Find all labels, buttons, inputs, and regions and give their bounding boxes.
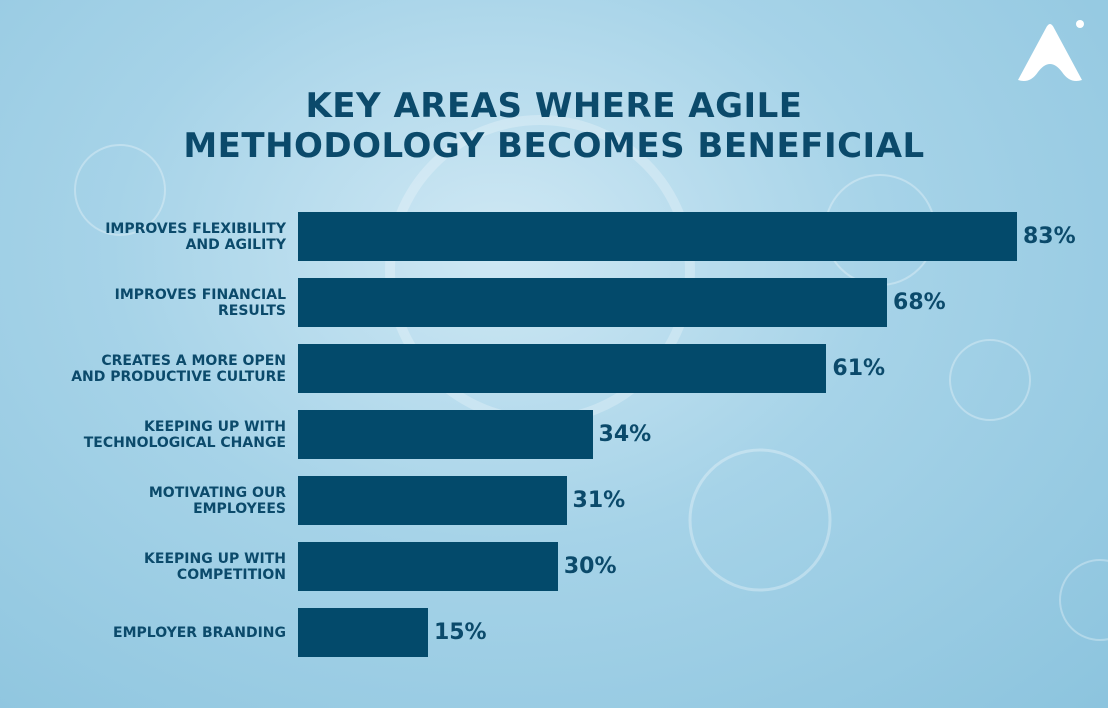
- data-label: 68%: [893, 290, 946, 315]
- category-label: MOTIVATING OUR EMPLOYEES: [148, 484, 286, 517]
- data-label: 34%: [598, 422, 652, 447]
- bar: [298, 542, 558, 591]
- bar: [298, 608, 428, 657]
- category-label: IMPROVES FLEXIBILITY AND AGILITY: [105, 220, 286, 253]
- data-label: 30%: [563, 554, 617, 579]
- bar: [298, 212, 1017, 261]
- data-label: 83%: [1023, 224, 1076, 249]
- bar: [298, 410, 593, 459]
- chart-title: KEY AREAS WHERE AGILE METHODOLOGY BECOME…: [183, 86, 925, 166]
- data-label: 31%: [572, 488, 626, 513]
- bar: [298, 344, 827, 393]
- category-label: KEEPING UP WITH TECHNOLOGICAL CHANGE: [83, 418, 286, 451]
- category-label: IMPROVES FINANCIAL RESULTS: [114, 286, 286, 319]
- category-label: EMPLOYER BRANDING: [113, 624, 286, 641]
- category-label: CREATES A MORE OPEN AND PRODUCTIVE CULTU…: [71, 352, 286, 385]
- bar: [298, 278, 888, 327]
- bar: [298, 476, 567, 525]
- category-label: KEEPING UP WITH COMPETITION: [144, 550, 286, 583]
- data-label: 61%: [832, 356, 886, 381]
- data-label: 15%: [433, 620, 487, 645]
